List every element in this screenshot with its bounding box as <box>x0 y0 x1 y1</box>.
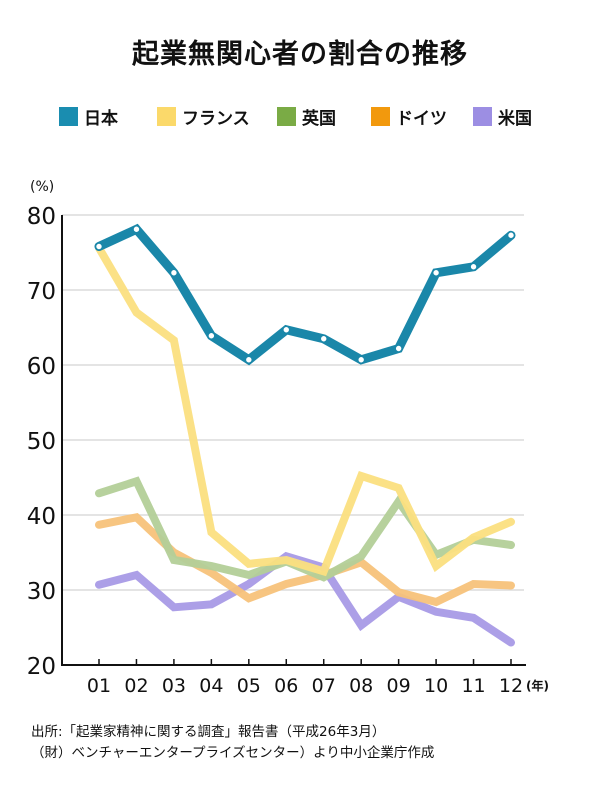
x-tick-label: 12 <box>499 675 523 697</box>
x-tick-label: 11 <box>461 675 485 697</box>
x-tick-label: 03 <box>162 675 186 697</box>
x-axis-unit-label: (年) <box>526 678 549 693</box>
data-point <box>432 269 440 277</box>
legend-swatch-usa <box>473 107 492 126</box>
legend-item-france: フランス <box>157 104 250 129</box>
axes: 20 30 40 50 60 70 80 01 02 03 04 05 06 07 08 09 10 11 12 <box>27 204 526 697</box>
x-tick-label: 08 <box>349 675 373 697</box>
data-point <box>207 332 216 340</box>
source-note: 出所:「起業家精神に関する調査」報告書（平成26年3月） （財）ベンチャーエンタ… <box>31 722 434 764</box>
legend-item-uk: 英国 <box>277 104 336 129</box>
series-line <box>94 223 516 366</box>
legend-swatch-japan <box>59 107 78 126</box>
y-tick-label: 30 <box>27 579 56 605</box>
data-point <box>245 356 253 364</box>
legend-label-france: フランス <box>182 109 250 129</box>
legend-item-usa: 米国 <box>473 104 532 129</box>
legend: 日本 フランス 英国 ドイツ 米国 <box>0 104 600 130</box>
x-tick-label: 01 <box>87 675 111 697</box>
legend-item-germany: ドイツ <box>371 104 447 129</box>
legend-label-uk: 英国 <box>302 109 336 129</box>
x-tick-label: 07 <box>312 675 336 697</box>
y-tick-label: 40 <box>27 504 56 530</box>
legend-label-germany: ドイツ <box>396 109 447 129</box>
y-tick-label: 20 <box>27 654 56 680</box>
legend-swatch-germany <box>371 107 390 126</box>
x-tick-label: 04 <box>199 675 223 697</box>
series-1 <box>95 244 515 577</box>
source-line-2: （財）ベンチャーエンタープライズセンター）より中小企業庁作成 <box>31 745 435 761</box>
x-tick-label: 02 <box>124 675 148 697</box>
data-point <box>132 225 141 233</box>
x-tick-label: 06 <box>274 675 298 697</box>
data-point <box>320 335 328 343</box>
data-point <box>95 242 103 251</box>
y-tick-label: 70 <box>27 279 56 305</box>
x-tick-label: 09 <box>387 675 411 697</box>
legend-label-usa: 米国 <box>498 109 532 129</box>
y-axis-unit-label: (%) <box>30 179 54 195</box>
data-point <box>357 356 365 364</box>
legend-label-japan: 日本 <box>84 109 118 129</box>
source-line-1: 出所:「起業家精神に関する調査」報告書（平成26年3月） <box>31 724 386 740</box>
legend-swatch-uk <box>277 107 296 126</box>
y-tick-label: 50 <box>27 429 56 455</box>
data-point <box>507 231 515 239</box>
data-point <box>170 269 178 277</box>
x-tick-label: 10 <box>424 675 448 697</box>
data-point <box>282 326 290 334</box>
data-point <box>469 263 478 271</box>
data-point <box>394 344 403 353</box>
legend-item-japan: 日本 <box>59 104 118 129</box>
y-tick-label: 60 <box>27 354 56 380</box>
series-layer <box>94 223 516 647</box>
chart-title: 起業無関心者の割合の推移 <box>132 39 468 70</box>
x-tick-label: 05 <box>237 675 261 697</box>
legend-swatch-france <box>157 107 176 126</box>
series-line <box>95 244 515 577</box>
series-0 <box>94 223 516 366</box>
gridlines <box>62 214 524 591</box>
y-tick-label: 80 <box>27 204 56 230</box>
